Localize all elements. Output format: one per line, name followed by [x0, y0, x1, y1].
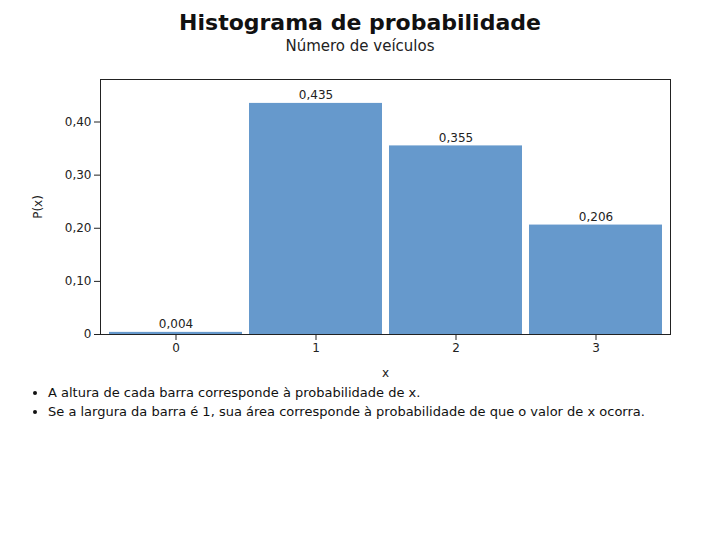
svg-text:0,355: 0,355 — [439, 131, 473, 145]
svg-text:1: 1 — [312, 341, 320, 355]
svg-text:x: x — [382, 366, 389, 380]
svg-text:P(x): P(x) — [31, 195, 45, 219]
html-text:Número de veículos: Número de veículos — [285, 37, 435, 55]
svg-text:3: 3 — [592, 341, 600, 355]
svg-text:2: 2 — [452, 341, 460, 355]
svg-text:0: 0 — [172, 341, 180, 355]
svg-text:0,40: 0,40 — [65, 115, 92, 129]
svg-text:0,30: 0,30 — [65, 168, 92, 182]
svg-text:0,206: 0,206 — [579, 210, 613, 224]
svg-text:0,004: 0,004 — [159, 317, 193, 331]
svg-text:0: 0 — [84, 327, 92, 341]
svg-text:0,10: 0,10 — [65, 274, 92, 288]
html-text:A altura de cada barra corresp: A altura de cada barra corresponde à pro… — [48, 385, 421, 400]
html-text:Se a largura da barra é 1, sua: Se a largura da barra é 1, sua área corr… — [48, 404, 645, 419]
html-text:Histograma de probabilidade: Histograma de probabilidade — [179, 10, 541, 35]
svg-text:0,20: 0,20 — [65, 221, 92, 235]
svg-text:0,435: 0,435 — [299, 88, 333, 102]
